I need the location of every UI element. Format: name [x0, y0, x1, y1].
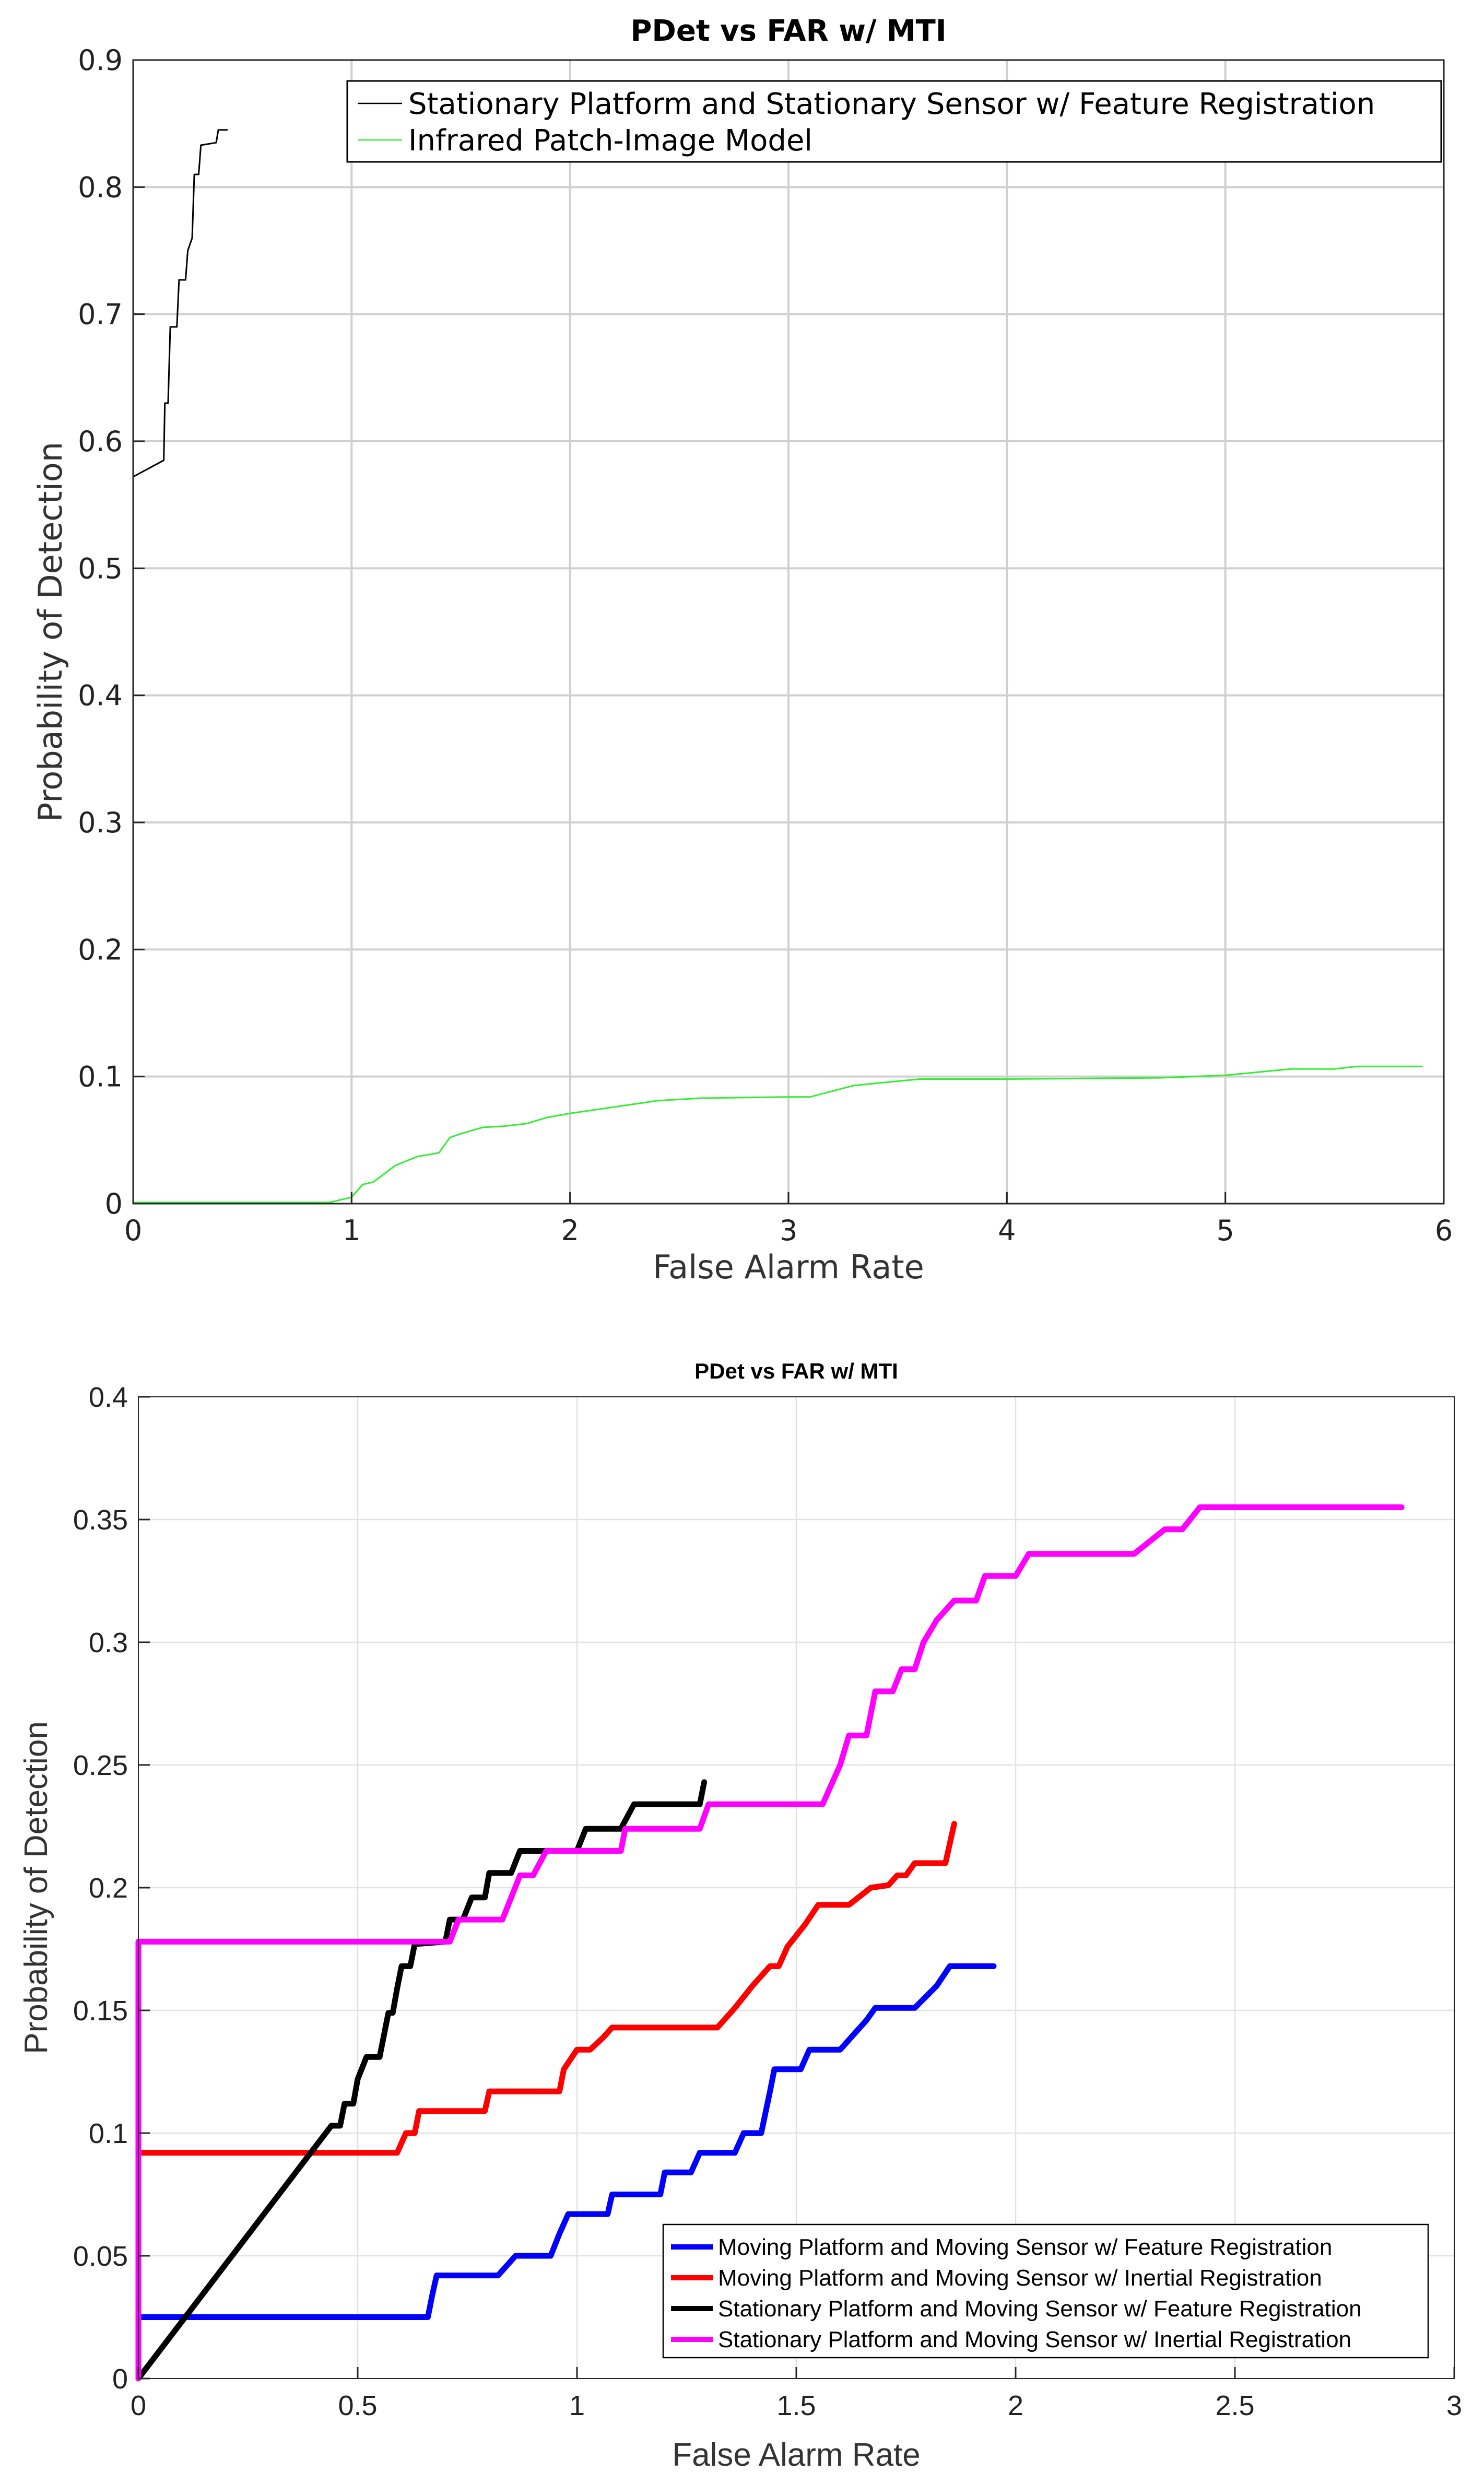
series-line-1 — [135, 1821, 957, 2156]
y-tick-label: 0 — [112, 2363, 128, 2395]
chart-1-legend: Stationary Platform and Stationary Senso… — [346, 80, 1442, 163]
x-tick-label: 2 — [561, 1214, 579, 1247]
chart-1-y-label: Probability of Detection — [31, 442, 69, 822]
x-tick-label: 0.5 — [338, 2390, 377, 2421]
legend-1-label-1: Infrared Patch-Image Model — [408, 124, 812, 158]
chart-1: 0 1 2 3 4 5 6 0 0.1 0.2 0.3 0.4 0.5 0.6 0.7 0.8 0.9 PDet… — [31, 14, 1453, 1286]
y-tick-label: 0.2 — [89, 1873, 128, 1904]
grid-2 — [138, 1397, 1454, 2379]
legend-2-label-2: Stationary Platform and Moving Sensor w/… — [718, 2296, 1362, 2322]
y-tick-label: 0.3 — [89, 1627, 128, 1658]
x-tick-label: 5 — [1216, 1214, 1234, 1247]
x-tick-label: 0 — [131, 2390, 146, 2421]
x-tick-label: 1 — [569, 2390, 585, 2421]
y-tick-label: 0.4 — [78, 679, 123, 712]
y-tick-label: 0.1 — [89, 2118, 128, 2149]
y-tick-label: 0.3 — [78, 806, 123, 839]
series-line-0 — [132, 129, 228, 478]
y-tick-label: 0.15 — [73, 1995, 128, 2027]
series-line-1 — [132, 1065, 1423, 1204]
y-tick-label: 0.9 — [78, 44, 123, 77]
ticks-1: 0 1 2 3 4 5 6 0 0.1 0.2 0.3 0.4 0.5 0.6 0.7 0.8 0.9 — [78, 44, 1453, 1247]
y-tick-label: 0.05 — [73, 2241, 128, 2272]
series-line-0 — [135, 1963, 997, 2320]
y-tick-label: 0.8 — [78, 171, 123, 204]
x-tick-label: 1 — [343, 1214, 360, 1247]
y-tick-label: 0.25 — [73, 1750, 128, 1781]
y-tick-label: 0.35 — [73, 1504, 128, 1536]
legend-1-box — [346, 80, 1442, 163]
chart-2-y-label: Probability of Detection — [18, 1721, 54, 2054]
series-line-3 — [135, 1504, 1405, 2382]
y-tick-label: 0.4 — [89, 1382, 128, 1413]
chart-1-x-label: False Alarm Rate — [653, 1248, 924, 1286]
legend-2-label-0: Moving Platform and Moving Sensor w/ Fea… — [718, 2234, 1332, 2260]
chart-2-x-label: False Alarm Rate — [672, 2437, 921, 2473]
ticks-2: 0 0.5 1 1.5 2 2.5 3 0 0.05 0.1 0.15 0.2 0.25 0.3 0.35 0… — [73, 1382, 1462, 2421]
x-tick-label: 0 — [124, 1214, 142, 1247]
series-group-2 — [135, 1504, 1405, 2382]
y-tick-label: 0.5 — [78, 552, 123, 585]
x-tick-label: 4 — [998, 1214, 1016, 1247]
series-group-1 — [132, 129, 1423, 1204]
x-tick-label: 2.5 — [1215, 2390, 1254, 2421]
y-tick-label: 0 — [105, 1187, 123, 1220]
legend-1-label-0: Stationary Platform and Stationary Senso… — [408, 87, 1375, 121]
y-tick-label: 0.6 — [78, 425, 123, 458]
y-tick-label: 0.1 — [78, 1061, 123, 1093]
chart-2: 0 0.5 1 1.5 2 2.5 3 0 0.05 0.1 0.15 0.2 0.25 0.3 0.35 0… — [18, 1359, 1462, 2473]
legend-2-label-3: Stationary Platform and Moving Sensor w/… — [718, 2327, 1351, 2352]
legend-2-label-1: Moving Platform and Moving Sensor w/ Ine… — [718, 2265, 1322, 2291]
chart-2-title: PDet vs FAR w/ MTI — [694, 1359, 898, 1383]
y-tick-label: 0.7 — [78, 298, 123, 331]
y-tick-label: 0.2 — [78, 933, 123, 966]
x-tick-label: 1.5 — [776, 2390, 816, 2421]
legend-2-box — [662, 2223, 1429, 2359]
chart-2-legend: Moving Platform and Moving Sensor w/ Fea… — [662, 2223, 1429, 2359]
grid-1 — [133, 60, 1444, 1204]
x-tick-label: 2 — [1008, 2390, 1023, 2421]
chart-1-title: PDet vs FAR w/ MTI — [630, 14, 946, 48]
x-tick-label: 3 — [1446, 2390, 1462, 2421]
x-tick-label: 3 — [780, 1214, 797, 1247]
x-tick-label: 6 — [1435, 1214, 1453, 1247]
